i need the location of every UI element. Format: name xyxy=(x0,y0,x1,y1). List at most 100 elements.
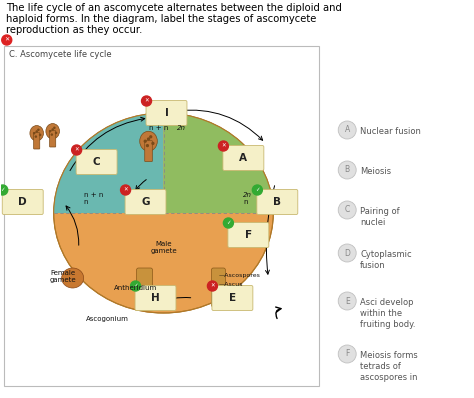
FancyBboxPatch shape xyxy=(76,150,117,174)
FancyBboxPatch shape xyxy=(34,133,40,149)
Text: n: n xyxy=(83,199,88,205)
Ellipse shape xyxy=(140,131,157,151)
Ellipse shape xyxy=(30,125,44,141)
Text: F: F xyxy=(345,349,349,359)
Circle shape xyxy=(147,137,150,140)
Text: haploid forms. In the diagram, label the stages of ascomycete: haploid forms. In the diagram, label the… xyxy=(6,14,316,24)
Text: 2n: 2n xyxy=(243,192,252,198)
Text: C: C xyxy=(93,157,100,167)
FancyBboxPatch shape xyxy=(257,189,298,215)
Circle shape xyxy=(208,281,218,291)
FancyArrowPatch shape xyxy=(157,297,191,304)
Circle shape xyxy=(219,141,228,151)
FancyBboxPatch shape xyxy=(212,285,253,310)
Text: Cytoplasmic
fusion: Cytoplasmic fusion xyxy=(360,250,412,270)
Text: ✕: ✕ xyxy=(4,37,9,43)
Text: D: D xyxy=(344,248,350,258)
Text: ✓: ✓ xyxy=(133,283,138,289)
Text: ✓: ✓ xyxy=(255,187,260,193)
Circle shape xyxy=(223,218,233,228)
Text: A: A xyxy=(345,125,350,135)
Circle shape xyxy=(55,132,57,134)
Ellipse shape xyxy=(62,268,83,288)
Text: Pairing of
nuclei: Pairing of nuclei xyxy=(360,207,400,227)
Circle shape xyxy=(149,135,152,139)
FancyArrowPatch shape xyxy=(265,186,274,274)
Circle shape xyxy=(146,144,149,147)
Text: B: B xyxy=(345,166,350,174)
Text: G: G xyxy=(141,197,150,207)
Text: Asci develop
within the
fruiting body.: Asci develop within the fruiting body. xyxy=(360,298,416,329)
Text: Nuclear fusion: Nuclear fusion xyxy=(360,127,421,136)
Circle shape xyxy=(49,130,51,133)
Text: B: B xyxy=(273,197,281,207)
FancyBboxPatch shape xyxy=(223,146,264,170)
Text: 2n: 2n xyxy=(176,125,185,131)
Circle shape xyxy=(142,96,152,106)
FancyArrowPatch shape xyxy=(178,110,263,140)
Text: n + n: n + n xyxy=(148,125,168,131)
FancyArrowPatch shape xyxy=(136,179,146,190)
FancyArrowPatch shape xyxy=(70,117,145,171)
Circle shape xyxy=(33,132,36,135)
Circle shape xyxy=(252,185,262,195)
Text: Antheridium: Antheridium xyxy=(114,285,157,291)
Circle shape xyxy=(39,134,41,136)
Circle shape xyxy=(338,292,356,310)
FancyBboxPatch shape xyxy=(146,101,187,125)
Text: E: E xyxy=(229,293,236,303)
Text: C: C xyxy=(345,205,350,215)
Circle shape xyxy=(338,161,356,179)
Polygon shape xyxy=(54,113,164,213)
Circle shape xyxy=(72,145,82,155)
FancyArrowPatch shape xyxy=(276,307,281,318)
Circle shape xyxy=(130,281,140,291)
FancyBboxPatch shape xyxy=(228,222,269,248)
Text: Female
gamete: Female gamete xyxy=(49,270,76,283)
Text: ✕: ✕ xyxy=(221,144,226,148)
Circle shape xyxy=(338,201,356,219)
Text: A: A xyxy=(239,153,247,163)
FancyArrowPatch shape xyxy=(66,206,79,245)
Text: —Ascus: —Ascus xyxy=(219,281,243,287)
Circle shape xyxy=(36,130,38,133)
Circle shape xyxy=(35,135,37,138)
FancyBboxPatch shape xyxy=(135,285,176,310)
Text: C. Ascomycete life cycle: C. Ascomycete life cycle xyxy=(9,50,111,59)
FancyBboxPatch shape xyxy=(125,189,166,215)
Text: reproduction as they occur.: reproduction as they occur. xyxy=(6,25,142,35)
Circle shape xyxy=(2,35,12,45)
Text: The life cycle of an ascomycete alternates between the diploid and: The life cycle of an ascomycete alternat… xyxy=(6,3,342,13)
FancyBboxPatch shape xyxy=(2,189,43,215)
Text: Male
gamete: Male gamete xyxy=(150,241,177,254)
Circle shape xyxy=(53,127,55,129)
Circle shape xyxy=(51,133,53,136)
Text: —Ascospores: —Ascospores xyxy=(219,273,260,279)
Text: Meiosis forms
tetrads of
ascospores in: Meiosis forms tetrads of ascospores in xyxy=(360,351,418,382)
Ellipse shape xyxy=(54,113,273,313)
FancyBboxPatch shape xyxy=(211,268,226,307)
Ellipse shape xyxy=(46,123,59,139)
Text: n + n: n + n xyxy=(83,192,103,198)
Circle shape xyxy=(0,185,8,195)
Circle shape xyxy=(37,129,40,131)
Text: ✓: ✓ xyxy=(226,220,231,226)
Circle shape xyxy=(151,142,155,145)
Text: ✕: ✕ xyxy=(74,148,79,152)
FancyBboxPatch shape xyxy=(137,268,153,300)
Text: I: I xyxy=(164,108,168,118)
Polygon shape xyxy=(164,113,273,213)
Text: ✕: ✕ xyxy=(123,187,128,193)
Circle shape xyxy=(338,244,356,262)
Text: ✕: ✕ xyxy=(210,283,215,289)
Circle shape xyxy=(152,101,175,125)
Text: Meiosis: Meiosis xyxy=(360,167,392,176)
Text: F: F xyxy=(245,230,252,240)
Circle shape xyxy=(338,345,356,363)
FancyBboxPatch shape xyxy=(4,46,319,386)
Circle shape xyxy=(120,185,130,195)
Text: ✓: ✓ xyxy=(0,187,5,193)
Circle shape xyxy=(338,121,356,139)
Text: H: H xyxy=(151,293,160,303)
FancyBboxPatch shape xyxy=(50,131,56,147)
